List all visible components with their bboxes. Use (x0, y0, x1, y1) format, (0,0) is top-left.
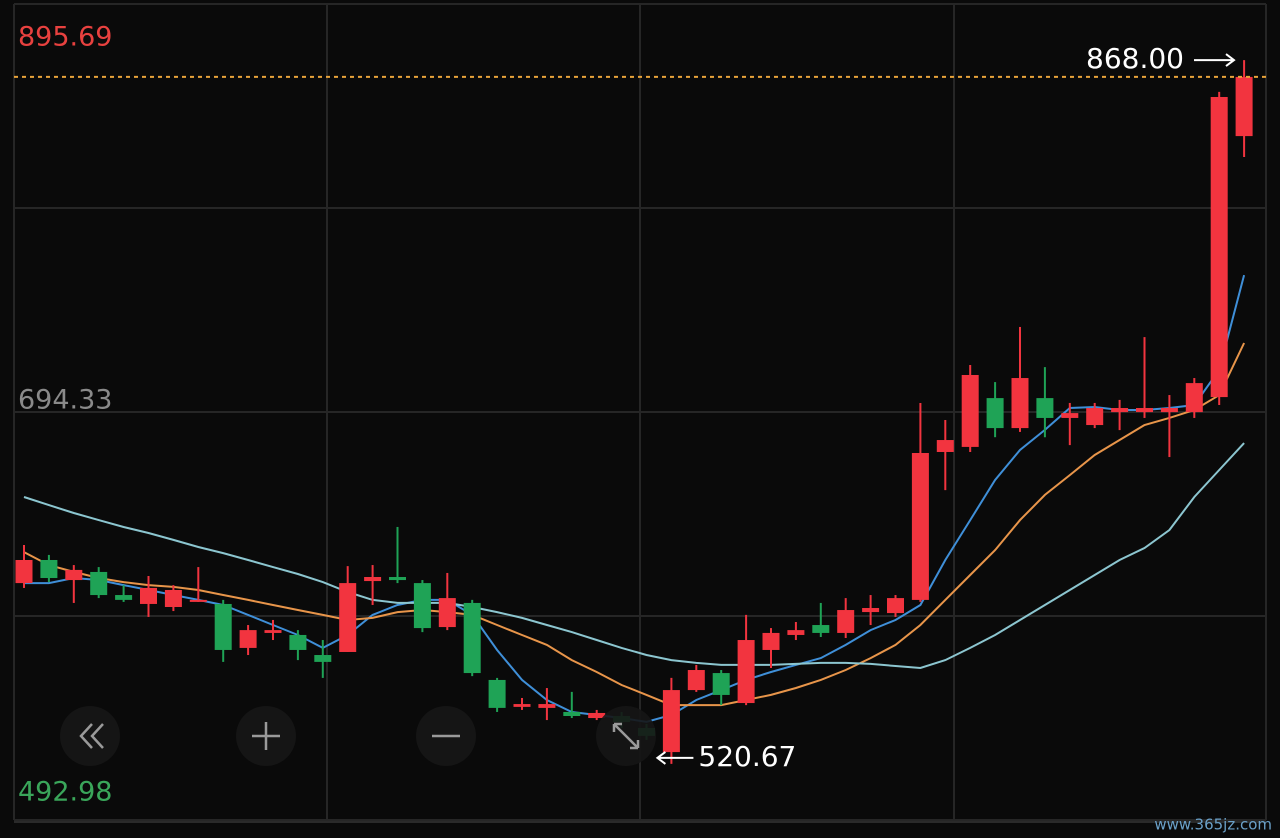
candle-body (862, 608, 880, 613)
candle-body (488, 679, 506, 708)
candle-body (588, 712, 606, 719)
candle-body (961, 374, 979, 447)
candle-body (314, 655, 332, 662)
candle-body (762, 632, 780, 650)
candle-body (214, 603, 232, 650)
plot (14, 3, 1266, 821)
candle-body (1011, 378, 1029, 429)
max-price-label: 868.00 (1086, 42, 1184, 75)
candle-body (413, 583, 431, 629)
y-tick-label: 492.98 (18, 777, 112, 808)
candle-body (986, 398, 1004, 429)
zoom-out-button[interactable] (416, 706, 476, 766)
candle-body (389, 577, 406, 581)
candle-body (264, 630, 282, 633)
min-price-label: 520.67 (698, 740, 796, 773)
toolbar (60, 706, 656, 766)
candle-body (1160, 408, 1178, 413)
candle-body (911, 453, 929, 600)
moving-average-line (23, 442, 1245, 670)
candle-body (787, 630, 805, 635)
scroll-left-button[interactable] (60, 706, 120, 766)
candle-body (289, 634, 307, 650)
candle-body (837, 610, 855, 633)
candle-body (1036, 398, 1054, 418)
candle-body (887, 598, 904, 614)
candle-body (15, 559, 33, 584)
candle-body (1086, 408, 1104, 426)
candle-body (513, 704, 531, 707)
candle-body (164, 589, 182, 607)
candle-body (40, 559, 58, 579)
zoom-in-button[interactable] (236, 706, 296, 766)
candle-body (1111, 408, 1129, 413)
candle-body (1061, 413, 1079, 418)
max-arrow (1194, 53, 1236, 67)
candle-body (189, 599, 207, 602)
candle-body (1185, 383, 1203, 413)
min-arrow (655, 751, 694, 765)
candle-body (65, 569, 83, 581)
candle-body (662, 690, 680, 753)
candle-body (463, 602, 481, 674)
candle-body (90, 571, 108, 596)
candle-body (239, 630, 257, 648)
fullscreen-button[interactable] (596, 706, 656, 766)
candle-body (140, 587, 157, 604)
candle-body (812, 625, 830, 633)
candle-body (1235, 76, 1253, 137)
candle-body (538, 704, 556, 708)
candle-body (438, 598, 456, 628)
candle-body (687, 670, 705, 691)
candle-body (364, 577, 382, 582)
y-tick-label: 895.69 (18, 22, 112, 53)
moving-average-line (23, 342, 1246, 707)
candle-body (737, 640, 755, 704)
candle-body (563, 711, 581, 717)
candle-body (712, 673, 730, 695)
y-tick-label: 694.33 (18, 385, 112, 416)
watermark: www.365jz.com (1154, 816, 1272, 834)
candle-body (115, 595, 133, 600)
candle-body (1210, 96, 1228, 398)
candle-body (1136, 408, 1153, 413)
candle-body (339, 583, 357, 652)
candle-body (936, 440, 954, 452)
